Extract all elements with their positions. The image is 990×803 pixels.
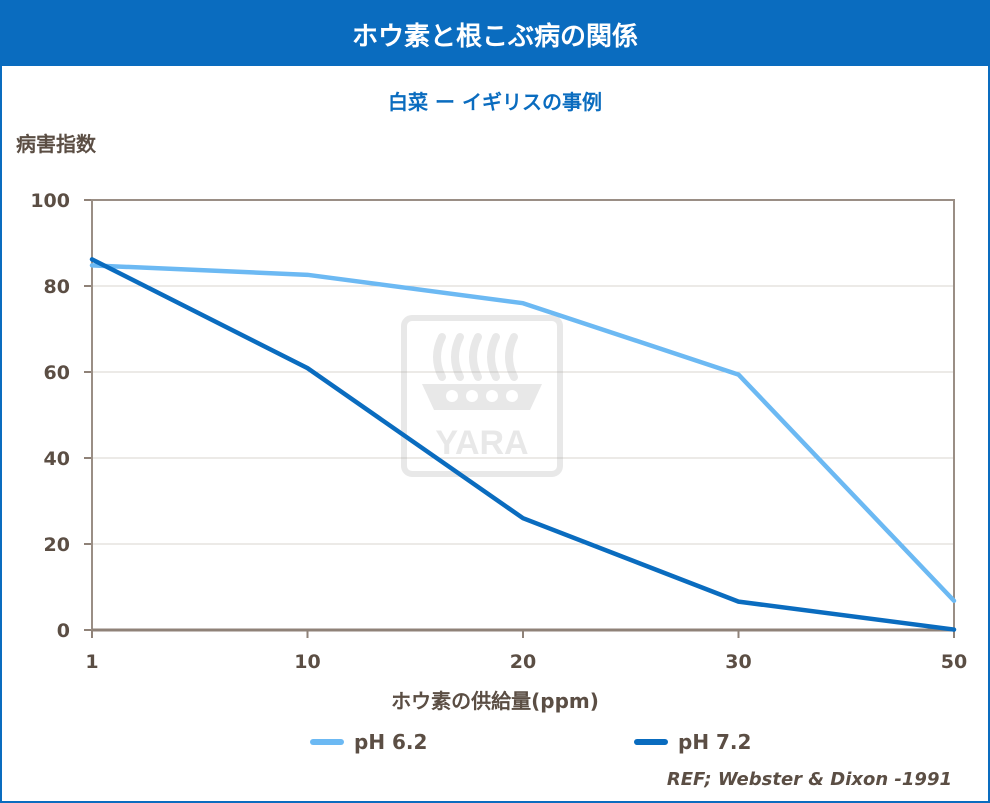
chart-title: ホウ素と根こぶ病の関係 xyxy=(351,21,638,52)
y-tick-label: 20 xyxy=(44,534,70,556)
x-tick-label: 20 xyxy=(510,651,536,673)
legend-item-ph-7-2: pH 7.2 xyxy=(634,730,751,754)
chart-header: ホウ素と根こぶ病の関係 xyxy=(2,2,988,66)
x-axis-label: ホウ素の供給量(ppm) xyxy=(391,689,599,713)
y-tick-label: 0 xyxy=(57,620,70,642)
y-tick-label: 80 xyxy=(44,276,70,298)
y-tick-label: 100 xyxy=(30,190,70,212)
legend-item-ph-6-2: pH 6.2 xyxy=(310,730,427,754)
legend-swatch-ph-7-2 xyxy=(634,739,668,745)
yara-watermark-logo: YARA xyxy=(401,315,563,477)
legend-label-ph-6-2: pH 6.2 xyxy=(354,730,428,754)
y-tick-label: 60 xyxy=(44,362,70,384)
plot-border xyxy=(91,199,955,631)
y-tick-labels: 0 20 40 60 80 100 xyxy=(30,190,70,642)
chart-subtitle: 白菜 ー イギリスの事例 xyxy=(388,90,602,114)
reference-note: REF; Webster & Dixon -1991 xyxy=(666,769,952,790)
x-tick-label: 30 xyxy=(725,651,751,673)
x-tick-label: 1 xyxy=(85,651,98,673)
legend-swatch-ph-6-2 xyxy=(310,739,344,745)
x-tick-label: 50 xyxy=(941,651,967,673)
watermark-text: YARA xyxy=(435,424,528,462)
axes xyxy=(84,199,955,638)
x-tick-labels: 1 10 20 30 50 xyxy=(85,651,967,673)
legend-label-ph-7-2: pH 7.2 xyxy=(678,730,752,754)
y-axis-label: 病害指数 xyxy=(16,132,96,156)
data-series xyxy=(89,257,957,632)
x-tick-label: 10 xyxy=(294,651,320,673)
y-tick-label: 40 xyxy=(44,448,70,470)
grid-lines xyxy=(92,199,954,545)
